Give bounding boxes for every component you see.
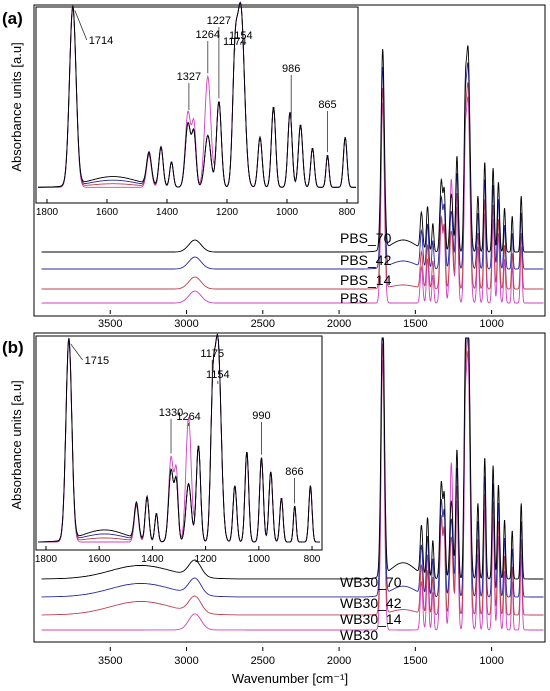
peak-annotation: 1330 [159, 407, 183, 419]
inset-x-tick-label: 1000 [248, 554, 271, 565]
peak-annotation: 1327 [177, 71, 201, 83]
series-line-pbs [41, 45, 544, 253]
inset-x-tick-label: 1600 [88, 554, 111, 565]
inset-x-tick-label: 1400 [141, 554, 164, 565]
series-label: WB30_70 [340, 574, 402, 590]
inset-x-tick-label: 1800 [35, 554, 58, 565]
panel-b: (b) Absorbance units [a.u] Wavenumber [c… [2, 332, 546, 686]
inset-x-tick-label: 1400 [156, 207, 179, 218]
inset-x-tick-label: 1600 [96, 207, 119, 218]
panel-b-ylabel: Absorbance units [a.u] [9, 380, 24, 509]
series-label: PBS_70 [340, 230, 392, 246]
panel-a: (a) Absorbance units [a.u] 1800 1600 1400 1… [2, 1, 546, 330]
inset-x-tick-label: 1200 [216, 207, 239, 218]
peak-annotation: 1715 [85, 355, 109, 367]
peak-annotation: 1264 [176, 411, 200, 423]
inset-x-tick-label: 1000 [276, 207, 299, 218]
peak-annotation: 865 [318, 99, 336, 111]
panel-a-frame [33, 4, 546, 317]
x-tick-label: 3000 [174, 318, 198, 330]
peak-annotation: 1264 [196, 29, 220, 41]
peak-annotation: 986 [282, 63, 300, 75]
x-tick-label: 3500 [98, 318, 122, 330]
x-tick-label: 1000 [479, 318, 503, 330]
panel-a-ylabel: Absorbance units [a.u] [9, 42, 24, 171]
series-line-pbs-42 [41, 82, 544, 290]
x-tick-label: 3000 [174, 655, 198, 667]
series-label: PBS_14 [340, 272, 392, 288]
panel-b-xlabel: Wavenumber [cm⁻¹] [232, 671, 348, 686]
inset-x-tick-label: 1800 [36, 207, 59, 218]
panel-b-label: (b) [2, 338, 24, 357]
peak-annotation: 1227 [207, 15, 231, 27]
series-line-wb30-42 [41, 337, 544, 616]
series-label: PBS [340, 290, 368, 306]
inset-series-line-pbs [38, 1, 356, 188]
inset-x-tick-label: 1200 [194, 554, 217, 565]
annotation-arrow [70, 343, 83, 361]
x-tick-label: 1500 [403, 318, 427, 330]
annotation-arrow [74, 10, 88, 41]
x-tick-label: 2000 [327, 655, 351, 667]
peak-annotation: 1154 [206, 369, 230, 381]
inset-x-tick-label: 800 [339, 207, 356, 218]
series-label: PBS_42 [340, 252, 392, 268]
series-label: WB30_42 [340, 595, 402, 611]
x-tick-label: 1500 [403, 655, 427, 667]
x-tick-label: 2500 [251, 318, 275, 330]
peak-annotation: 866 [285, 466, 303, 478]
peak-annotation: 1714 [89, 35, 113, 47]
series-label: WB30 [340, 627, 378, 643]
x-tick-label: 3500 [98, 655, 122, 667]
series-line-wb30 [41, 337, 544, 580]
x-tick-label: 1000 [479, 655, 503, 667]
inset-x-tick-label: 800 [304, 554, 321, 565]
panel-b-frame [33, 332, 546, 643]
series-line-wb30-14 [41, 337, 544, 598]
series-line-pbs-14 [41, 62, 544, 270]
series-line-wb30-70 [41, 351, 544, 631]
x-tick-label: 2000 [327, 318, 351, 330]
series-label: WB30_14 [340, 611, 402, 627]
peak-annotation: 1154 [229, 30, 253, 42]
x-tick-label: 2500 [251, 655, 275, 667]
inset-series-line-wb30 [38, 333, 320, 543]
panel-a-label: (a) [2, 9, 23, 28]
peak-annotation: 1175 [200, 348, 224, 360]
peak-annotation: 990 [252, 410, 270, 422]
series-line-pbs-70 [41, 96, 544, 304]
